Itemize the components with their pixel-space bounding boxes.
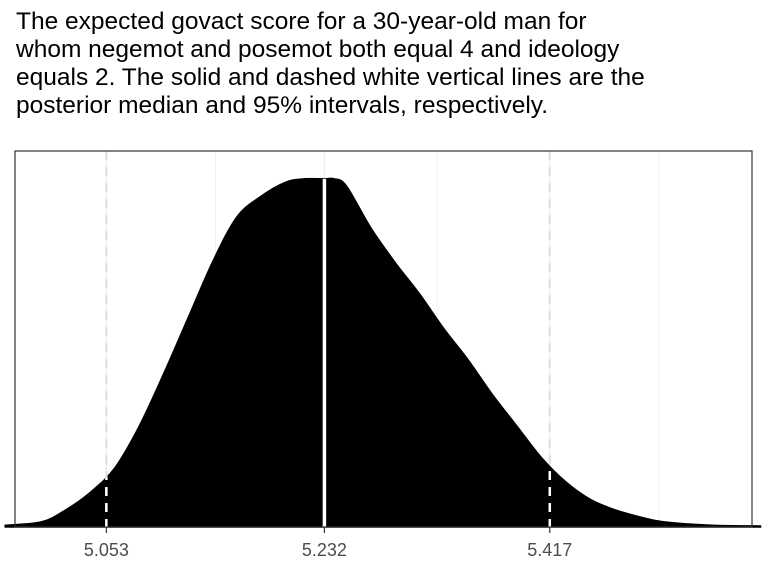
x-axis: 5.053 5.232 5.417 — [84, 527, 572, 560]
x-tick-label: 5.417 — [527, 540, 572, 560]
reference-lines-inside — [105, 178, 552, 527]
density-area-group — [4, 177, 762, 528]
density-area — [4, 177, 762, 528]
title-line-4: posterior median and 95% intervals, resp… — [16, 92, 549, 119]
title-line-3: equals 2. The solid and dashed white ver… — [16, 64, 645, 91]
title-line-1: The expected govact score for a 30-year-… — [16, 8, 587, 35]
chart-title: The expected govact score for a 30-year-… — [16, 8, 766, 120]
title-line-2: whom negemot and posemot both equal 4 an… — [16, 36, 620, 63]
x-tick-label: 5.053 — [84, 540, 129, 560]
x-tick-label: 5.232 — [302, 540, 347, 560]
reference-lines — [105, 151, 552, 527]
panel-border — [14, 150, 753, 528]
